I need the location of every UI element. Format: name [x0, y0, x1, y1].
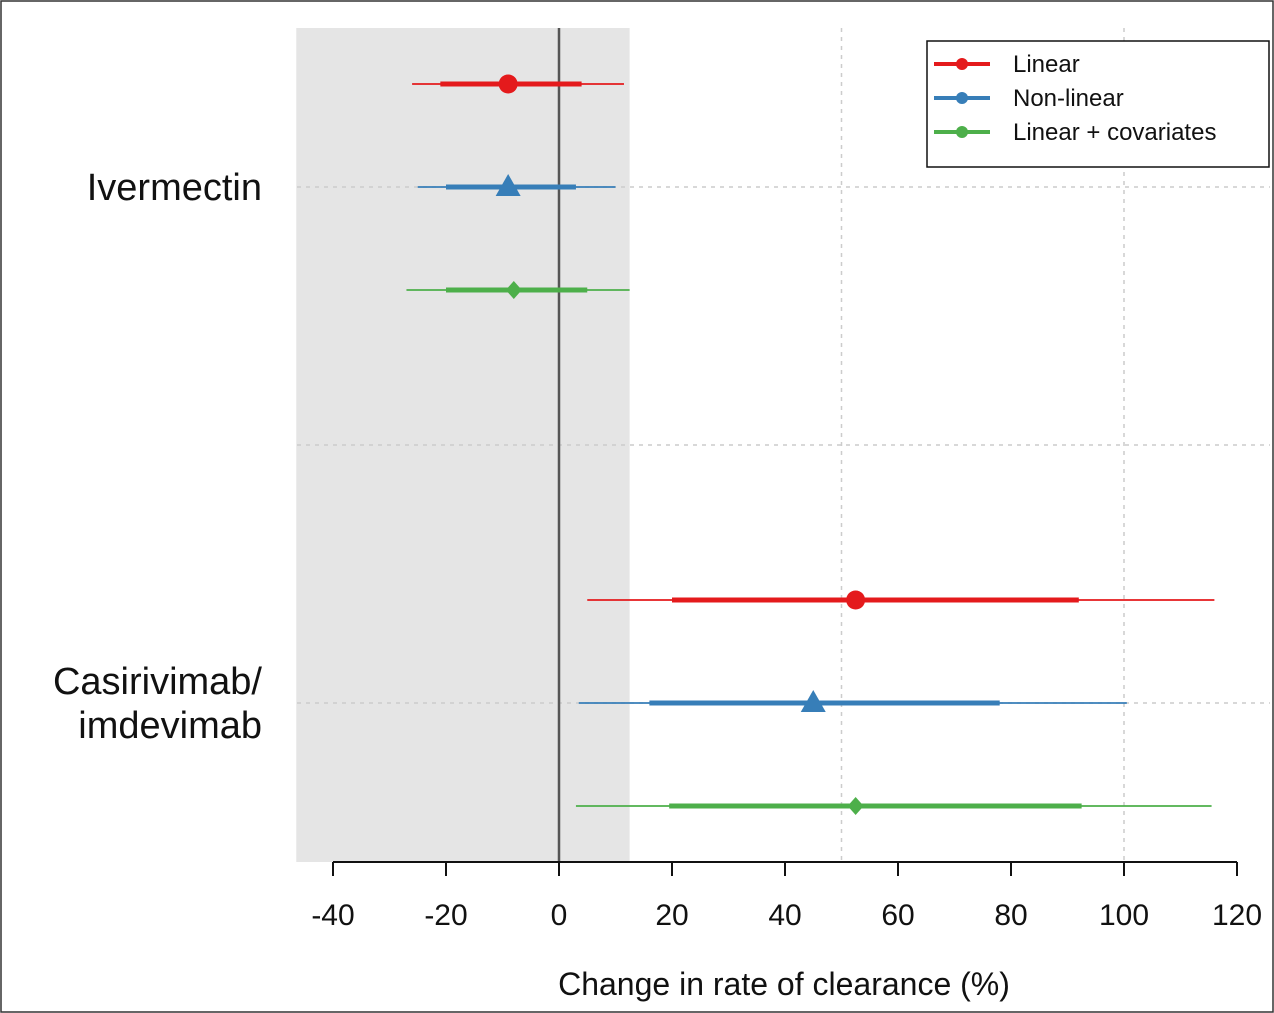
group-label: imdevimab	[78, 705, 262, 747]
point-estimate	[847, 797, 864, 815]
legend-label: Non-linear	[1013, 85, 1124, 112]
x-tick-label: -20	[424, 899, 467, 932]
x-tick-label: 80	[994, 899, 1027, 932]
x-tick-label: 0	[551, 899, 568, 932]
legend-swatch-marker	[956, 58, 968, 70]
x-tick-label: 20	[655, 899, 688, 932]
point-estimate	[498, 74, 518, 94]
point-estimate	[495, 174, 521, 196]
legend-swatch-marker	[956, 126, 968, 138]
x-axis-title: Change in rate of clearance (%)	[558, 966, 1010, 1002]
x-tick-label: 60	[881, 899, 914, 932]
point-estimate	[505, 281, 522, 299]
x-tick-label: 120	[1212, 899, 1262, 932]
legend-label: Linear + covariates	[1013, 119, 1216, 146]
legend-label: Linear	[1013, 51, 1080, 78]
point-estimate	[846, 590, 866, 610]
x-tick-label: 100	[1099, 899, 1149, 932]
group-label: Ivermectin	[87, 167, 262, 209]
group-label: Casirivimab/	[53, 661, 262, 703]
x-tick-label: 40	[768, 899, 801, 932]
legend-swatch-marker	[956, 92, 968, 104]
x-tick-label: -40	[311, 899, 354, 932]
point-estimate	[800, 690, 826, 712]
